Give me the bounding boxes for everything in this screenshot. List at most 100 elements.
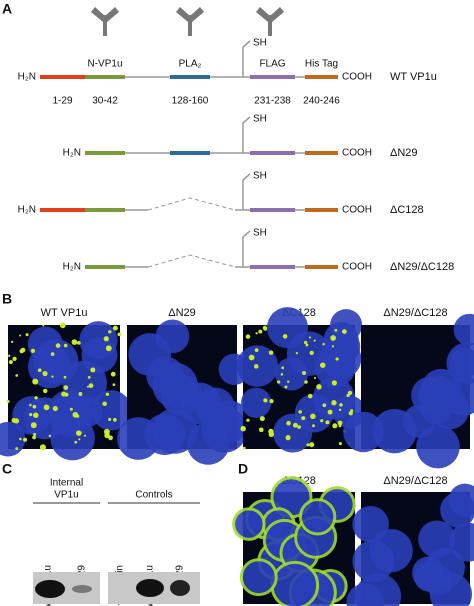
c-terminus: COOH [342, 205, 372, 216]
panel-label: A [2, 1, 12, 17]
signal [254, 348, 259, 353]
signal [19, 334, 22, 337]
thiol-branch [242, 230, 251, 267]
signal [76, 340, 81, 345]
signal [325, 420, 330, 425]
nucleus [239, 558, 278, 597]
nucleus [48, 393, 93, 438]
c-terminus: COOH [342, 262, 372, 273]
panel-label: C [2, 461, 12, 477]
micrograph [343, 313, 474, 469]
domain-name: PLA₂ [179, 59, 202, 70]
signal [307, 393, 313, 399]
signal [25, 333, 29, 337]
signal [327, 409, 333, 415]
nucleus [453, 313, 474, 346]
signal [322, 403, 327, 408]
signal [42, 370, 48, 377]
signal [281, 366, 285, 370]
micrograph [236, 307, 366, 453]
signal [29, 413, 33, 417]
micrograph [0, 321, 132, 461]
signal [305, 343, 309, 347]
signal [59, 322, 66, 329]
signal [50, 352, 55, 356]
nucleus [411, 376, 449, 414]
signal [308, 336, 312, 339]
nucleus [79, 321, 118, 360]
domain-range: 128-160 [172, 96, 209, 107]
n-terminus: H₂N [18, 72, 36, 83]
nucleus [416, 424, 460, 469]
signal [309, 442, 315, 448]
thiol: SH [253, 114, 267, 125]
signal [292, 422, 298, 428]
domain-range: 231-238 [254, 96, 291, 107]
signal [88, 383, 94, 389]
thiol-branch [242, 116, 251, 153]
signal [284, 385, 288, 389]
signal [306, 443, 310, 447]
signal [335, 357, 339, 361]
band [72, 585, 92, 593]
construct-name: ΔC128 [390, 204, 424, 216]
signal [350, 409, 354, 413]
signal [83, 434, 87, 437]
deletion [147, 197, 236, 211]
nucleus [152, 362, 198, 409]
nucleus [446, 342, 474, 385]
signal [320, 362, 326, 368]
signal [13, 418, 20, 424]
signal [322, 342, 325, 346]
signal [72, 411, 79, 418]
signal [339, 403, 343, 407]
signal [312, 424, 315, 428]
signal [52, 405, 58, 412]
signal [32, 378, 39, 385]
c-terminus: COOH [342, 72, 372, 83]
image-title: WT VP1u [41, 307, 88, 319]
nucleus [186, 422, 230, 465]
nucleus [343, 411, 384, 453]
nucleus [91, 390, 132, 431]
nucleus [412, 556, 445, 590]
signal [8, 359, 13, 365]
signal [75, 430, 82, 436]
signal [43, 404, 50, 411]
image-title: ΔN29/ΔC128 [383, 307, 447, 319]
signal [240, 425, 246, 432]
signal [331, 345, 335, 348]
nucleus [0, 421, 26, 457]
signal [63, 385, 69, 390]
signal [259, 416, 265, 422]
signal [34, 396, 38, 400]
signal [108, 417, 112, 421]
signal [277, 380, 281, 384]
nucleus [298, 498, 337, 536]
glycan-icon [91, 7, 119, 36]
signal [64, 392, 69, 397]
n-terminus: H₂N [63, 148, 81, 159]
thiol: SH [253, 171, 267, 182]
signal [90, 367, 96, 373]
signal [295, 352, 298, 355]
construct-name: ΔN29 [390, 147, 418, 159]
signal [15, 374, 19, 377]
signal [43, 388, 48, 394]
nucleus [232, 507, 266, 541]
signal [42, 324, 45, 327]
signal [253, 364, 259, 369]
signal [19, 348, 24, 354]
nucleus [312, 377, 355, 420]
signal [297, 425, 301, 429]
signal [334, 328, 338, 332]
construct-name: WT VP1u [390, 71, 437, 83]
micrograph [117, 319, 250, 465]
domain-name: FLAG [259, 59, 285, 70]
signal [268, 431, 275, 438]
nucleus [443, 375, 474, 416]
signal [105, 345, 112, 352]
signal [255, 332, 258, 335]
domain-name: N-VP1u [87, 59, 122, 70]
